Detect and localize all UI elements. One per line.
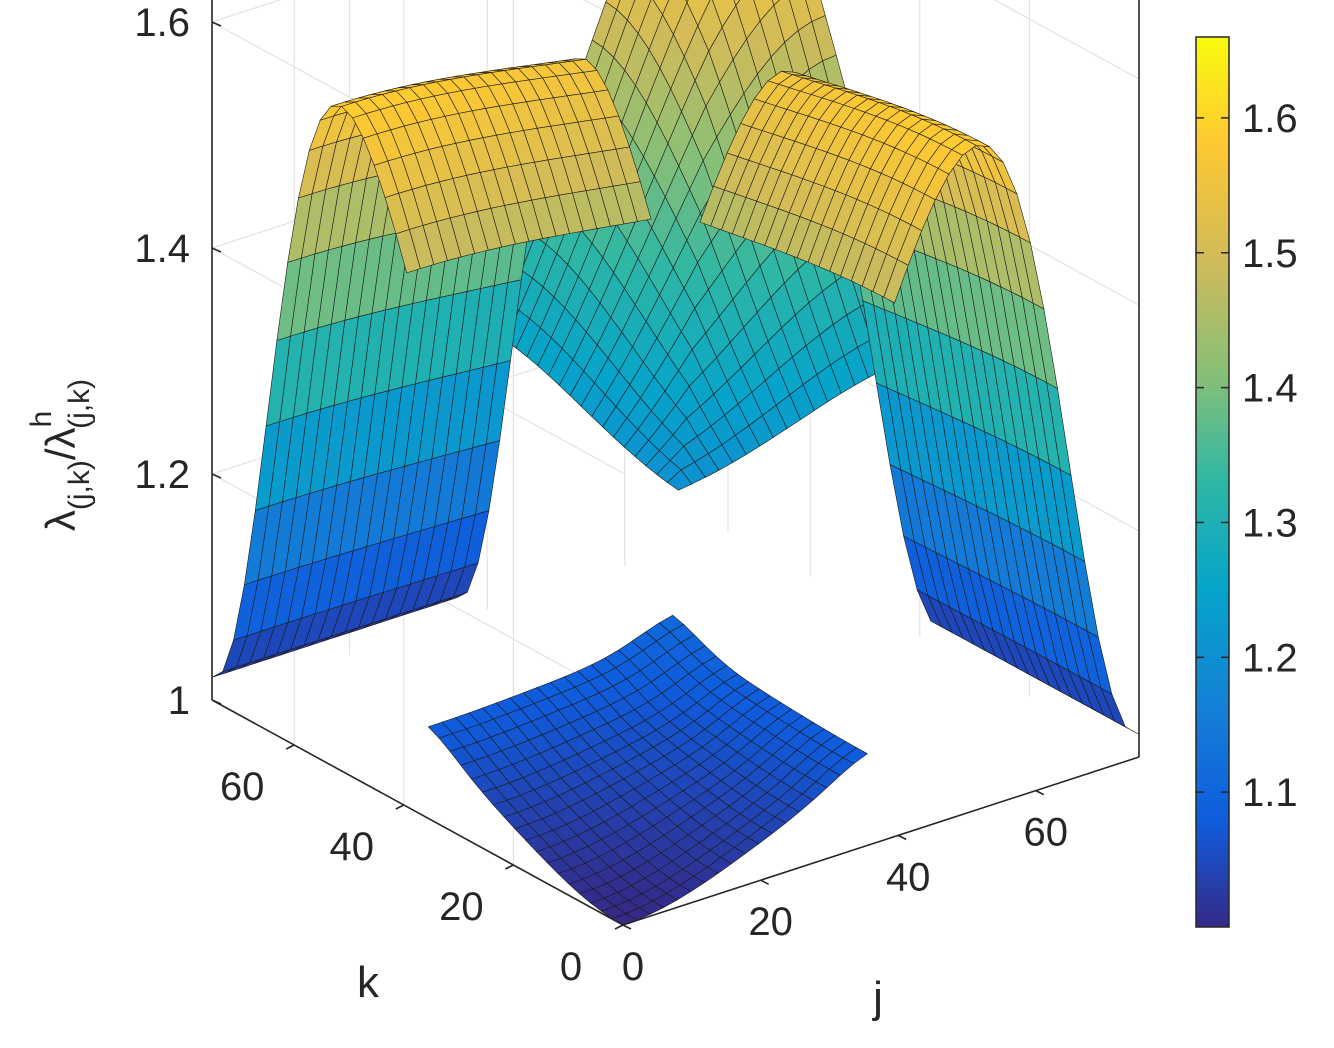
- x-tick-label: 60: [1024, 811, 1069, 855]
- z-tick-label: 1.6: [134, 1, 190, 45]
- x-axis-line: [622, 756, 1140, 926]
- x-tick-mark: [897, 834, 907, 841]
- y-tick-label: 0: [560, 945, 582, 989]
- y-tick-label: 20: [439, 885, 484, 929]
- y-tick-mark: [395, 804, 405, 810]
- colorbar-tick-label: 1.6: [1242, 97, 1298, 141]
- surface-plot: [211, 0, 1140, 926]
- y-tick-label: 40: [330, 825, 375, 869]
- colorbar-tick-label: 1.4: [1242, 367, 1298, 411]
- x-tick-mark: [622, 924, 632, 930]
- y-axis-label: k: [357, 958, 380, 1007]
- x-axis-label: j: [871, 973, 883, 1022]
- surface-patch: [395, 229, 421, 274]
- z-tick-mark: [211, 699, 222, 705]
- z-tick-mark: [211, 247, 222, 253]
- surface-patch: [666, 469, 693, 491]
- z-tick-mark: [211, 21, 222, 27]
- z-tick-label: 1.2: [134, 453, 190, 497]
- y-tick-mark: [285, 744, 295, 750]
- y-axis-line: [211, 699, 624, 926]
- colorbar-tick-label: 1.2: [1242, 636, 1298, 680]
- y-tick-mark: [505, 864, 514, 870]
- grid-line-z: [583, 0, 624, 22]
- x-tick-label: 0: [622, 945, 644, 989]
- grid-line-z: [993, 0, 1140, 80]
- colorbar-ticks: 1.1 1.2 1.3 1.4 1.5 1.6: [1196, 97, 1298, 815]
- z-axis-label: λ(j,k)/λh (j,k): [25, 379, 96, 531]
- colorbar-gradient: [1195, 36, 1230, 928]
- colorbar: 1.1 1.2 1.3 1.4 1.5 1.6: [1195, 36, 1298, 928]
- y-tick-mark: [614, 924, 624, 930]
- colorbar-tick-label: 1.1: [1242, 771, 1298, 815]
- surface-patch: [883, 259, 909, 304]
- colorbar-tick-label: 1.3: [1242, 501, 1298, 545]
- y-tick-label: 60: [220, 765, 265, 809]
- x-tick-label: 20: [748, 900, 793, 944]
- colorbar-tick-label: 1.5: [1242, 232, 1298, 276]
- z-tick-label: 1: [168, 679, 190, 723]
- z-tick-mark: [211, 473, 222, 479]
- x-tick-label: 40: [886, 855, 931, 899]
- x-tick-mark: [1035, 789, 1045, 796]
- z-tick-label: 1.4: [134, 227, 190, 271]
- x-tick-mark: [760, 879, 769, 885]
